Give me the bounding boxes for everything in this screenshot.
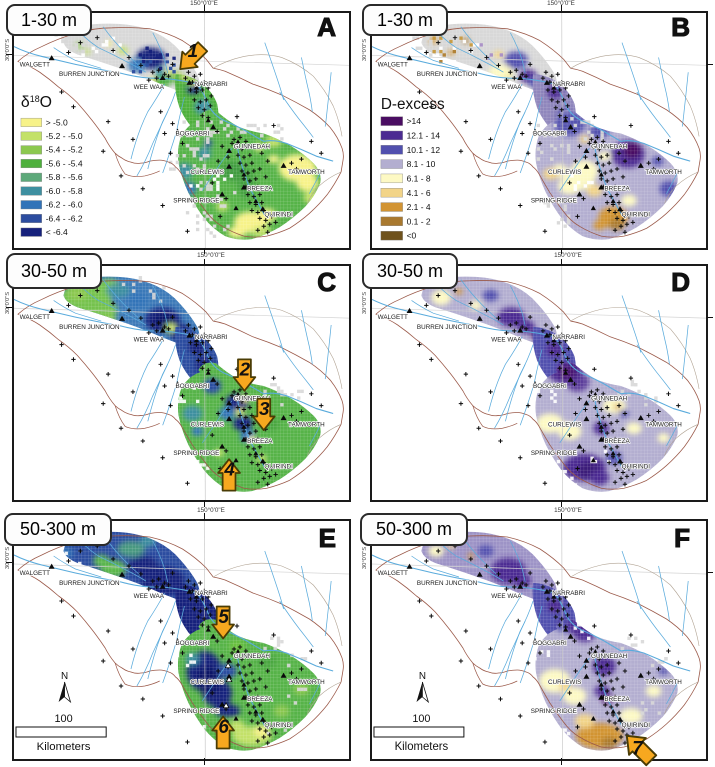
svg-text:-6.4 - -6.2: -6.4 - -6.2: [46, 213, 83, 223]
svg-text:10.1 - 12: 10.1 - 12: [407, 145, 441, 155]
svg-text:2: 2: [239, 359, 251, 380]
svg-text:2.1 - 4: 2.1 - 4: [407, 202, 431, 212]
svg-text:-5.8 - -5.6: -5.8 - -5.6: [46, 172, 83, 182]
svg-text:4.1 - 6: 4.1 - 6: [407, 188, 431, 198]
svg-text:-6.2 - -6.0: -6.2 - -6.0: [46, 200, 83, 210]
svg-text:D-excess: D-excess: [381, 96, 445, 113]
svg-text:3: 3: [259, 398, 270, 419]
svg-text:6: 6: [218, 717, 229, 738]
svg-text:Kilometers: Kilometers: [37, 741, 91, 753]
svg-text:-5.2 - -5.0: -5.2 - -5.0: [46, 131, 83, 141]
svg-text:12.1 - 14: 12.1 - 14: [407, 131, 441, 141]
svg-text:N: N: [419, 671, 426, 682]
svg-text:5: 5: [218, 607, 229, 628]
svg-text:<0: <0: [407, 231, 417, 241]
svg-text:100: 100: [54, 713, 72, 725]
svg-text:N: N: [61, 671, 68, 682]
svg-text:> -5.0: > -5.0: [46, 117, 68, 127]
svg-text:100: 100: [412, 713, 430, 725]
svg-text:8.1 - 10: 8.1 - 10: [407, 159, 436, 169]
svg-text:-5.4 - -5.2: -5.4 - -5.2: [46, 145, 83, 155]
svg-text:δ18O: δ18O: [21, 94, 52, 111]
svg-text:-5.6 - -5.4: -5.6 - -5.4: [46, 158, 83, 168]
svg-text:Kilometers: Kilometers: [395, 741, 449, 753]
svg-text:>14: >14: [407, 116, 422, 126]
svg-text:4: 4: [223, 458, 235, 479]
svg-text:-6.0 - -5.8: -6.0 - -5.8: [46, 186, 83, 196]
svg-text:1: 1: [188, 40, 198, 61]
svg-text:< -6.4: < -6.4: [46, 227, 68, 237]
svg-text:0.1 - 2: 0.1 - 2: [407, 216, 431, 226]
svg-text:6.1 - 8: 6.1 - 8: [407, 173, 431, 183]
